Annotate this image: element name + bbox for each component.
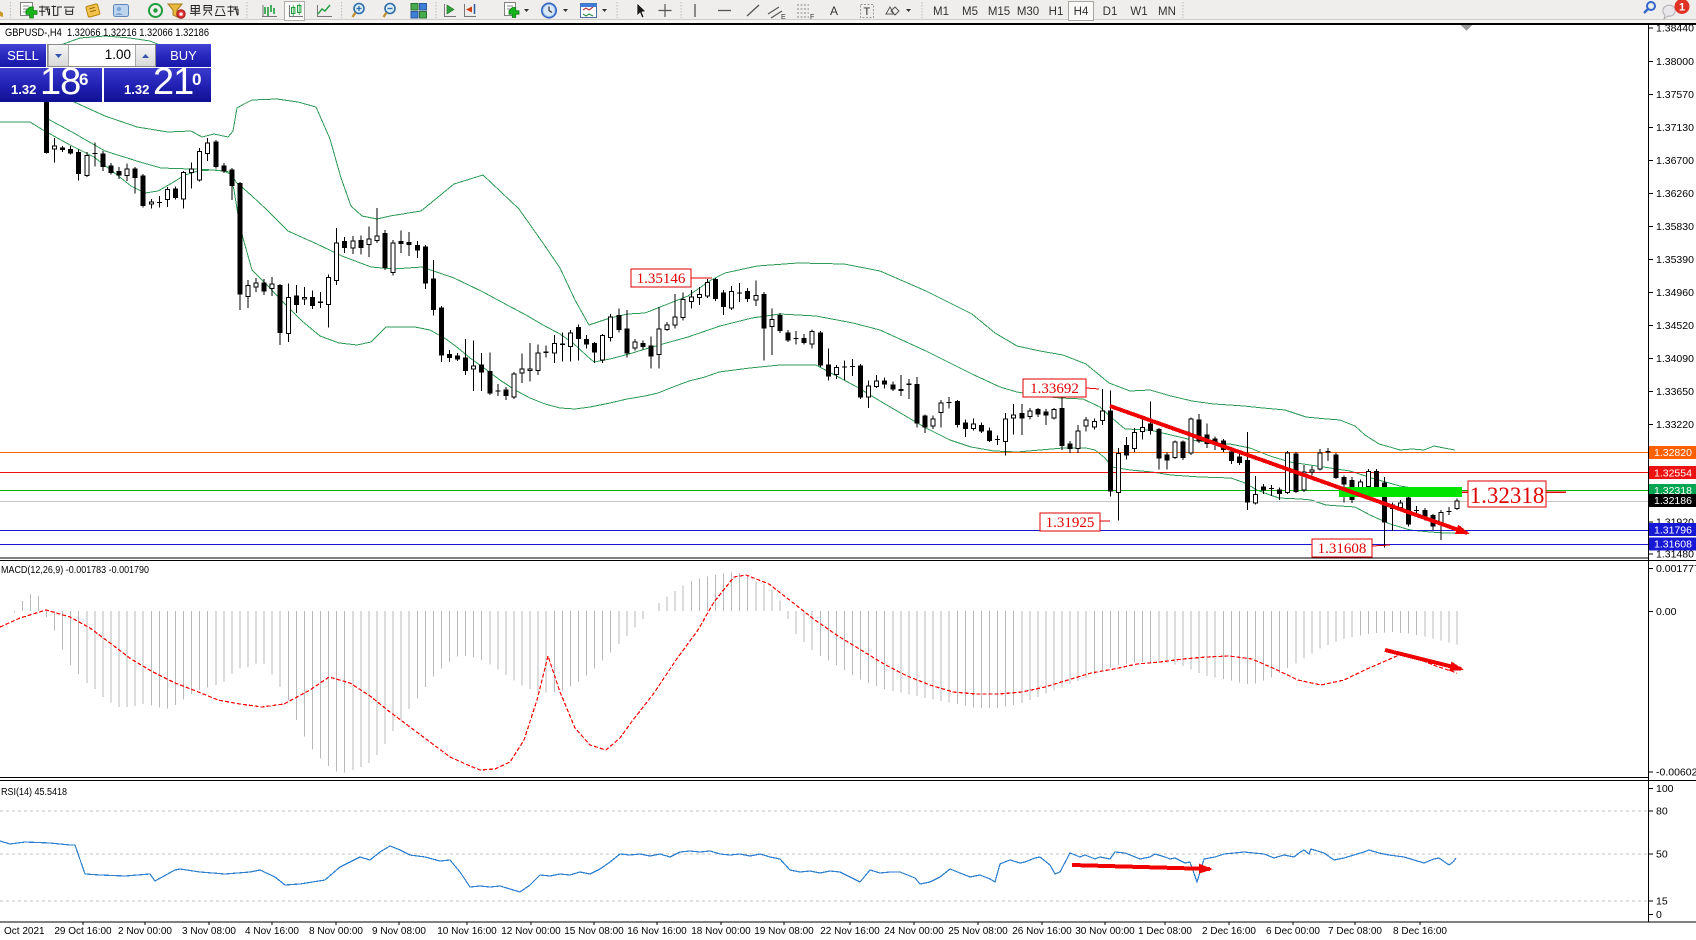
svg-text:-0.00602: -0.00602 xyxy=(1656,767,1696,779)
svg-text:1.38000: 1.38000 xyxy=(1656,56,1694,68)
svg-text:1.36260: 1.36260 xyxy=(1656,188,1694,200)
svg-text:1.32820: 1.32820 xyxy=(1654,447,1692,459)
svg-text:MACD(12,26,9) -0.001783 -0.001: MACD(12,26,9) -0.001783 -0.001790 xyxy=(1,565,149,576)
svg-text:19 Nov 08:00: 19 Nov 08:00 xyxy=(754,926,814,937)
svg-text:1.32554: 1.32554 xyxy=(1654,467,1692,479)
svg-text:1.31796: 1.31796 xyxy=(1654,525,1692,537)
svg-text:0.001777: 0.001777 xyxy=(1656,563,1696,575)
svg-text:RSI(14) 45.5418: RSI(14) 45.5418 xyxy=(1,787,67,798)
svg-text:22 Nov 16:00: 22 Nov 16:00 xyxy=(820,926,880,937)
svg-text:H1: H1 xyxy=(1049,6,1064,18)
svg-text:1.34960: 1.34960 xyxy=(1656,287,1694,299)
svg-text:Oct 2021: Oct 2021 xyxy=(4,926,45,937)
svg-text:E: E xyxy=(781,14,786,21)
svg-text:1.31480: 1.31480 xyxy=(1656,548,1694,560)
svg-text:8 Dec 16:00: 8 Dec 16:00 xyxy=(1393,926,1447,937)
svg-text:1.31608: 1.31608 xyxy=(1654,539,1692,551)
svg-text:M30: M30 xyxy=(1017,6,1039,18)
svg-text:1.37130: 1.37130 xyxy=(1656,122,1694,134)
svg-text:4 Nov 16:00: 4 Nov 16:00 xyxy=(245,926,299,937)
svg-text:1: 1 xyxy=(1679,2,1685,14)
svg-text:1.33220: 1.33220 xyxy=(1656,419,1694,431)
svg-text:1.31608: 1.31608 xyxy=(1318,541,1367,557)
svg-text:80: 80 xyxy=(1656,806,1668,818)
svg-text:100: 100 xyxy=(1656,783,1674,795)
svg-text:F: F xyxy=(810,14,814,21)
svg-text:1 Dec 08:00: 1 Dec 08:00 xyxy=(1138,926,1192,937)
svg-text:15 Nov 08:00: 15 Nov 08:00 xyxy=(564,926,624,937)
svg-text:50: 50 xyxy=(1656,848,1668,860)
svg-text:30 Nov 00:00: 30 Nov 00:00 xyxy=(1075,926,1135,937)
svg-text:1.31925: 1.31925 xyxy=(1046,515,1095,531)
svg-text:2 Nov 00:00: 2 Nov 00:00 xyxy=(118,926,172,937)
svg-text:MN: MN xyxy=(1158,6,1176,18)
svg-text:16 Nov 16:00: 16 Nov 16:00 xyxy=(627,926,687,937)
svg-text:M5: M5 xyxy=(962,6,978,18)
svg-text:1.36700: 1.36700 xyxy=(1656,155,1694,167)
svg-text:1.35390: 1.35390 xyxy=(1656,254,1694,266)
svg-text:12 Nov 00:00: 12 Nov 00:00 xyxy=(501,926,561,937)
svg-text:GBPUSD-,H4 1.32066 1.32216 1.: GBPUSD-,H4 1.32066 1.32216 1.32066 1.321… xyxy=(5,27,209,39)
svg-text:D1: D1 xyxy=(1103,6,1118,18)
svg-text:M15: M15 xyxy=(988,6,1010,18)
svg-text:1.34090: 1.34090 xyxy=(1656,353,1694,365)
svg-text:25 Nov 08:00: 25 Nov 08:00 xyxy=(948,926,1008,937)
svg-text:1.33650: 1.33650 xyxy=(1656,386,1694,398)
svg-text:8 Nov 00:00: 8 Nov 00:00 xyxy=(309,926,363,937)
svg-text:1.32318: 1.32318 xyxy=(1470,483,1545,508)
svg-text:1.32186: 1.32186 xyxy=(1654,495,1692,507)
svg-text:1.38440: 1.38440 xyxy=(1656,23,1694,35)
svg-text:24 Nov 00:00: 24 Nov 00:00 xyxy=(884,926,944,937)
svg-text:1.37570: 1.37570 xyxy=(1656,89,1694,101)
svg-text:18 Nov 00:00: 18 Nov 00:00 xyxy=(691,926,751,937)
svg-text:M1: M1 xyxy=(933,6,949,18)
svg-text:3 Nov 08:00: 3 Nov 08:00 xyxy=(182,926,236,937)
svg-text:7 Dec 08:00: 7 Dec 08:00 xyxy=(1328,926,1382,937)
svg-text:A: A xyxy=(830,4,838,18)
svg-text:1.35146: 1.35146 xyxy=(637,271,686,287)
svg-text:0: 0 xyxy=(1656,909,1662,921)
svg-text:W1: W1 xyxy=(1130,6,1147,18)
svg-text:T: T xyxy=(864,6,871,18)
svg-text:9 Nov 08:00: 9 Nov 08:00 xyxy=(372,926,426,937)
svg-text:26 Nov 16:00: 26 Nov 16:00 xyxy=(1012,926,1072,937)
svg-text:15: 15 xyxy=(1656,896,1668,908)
svg-text:1.33692: 1.33692 xyxy=(1030,381,1079,397)
svg-text:1.34520: 1.34520 xyxy=(1656,320,1694,332)
svg-text:1.35830: 1.35830 xyxy=(1656,221,1694,233)
svg-text:H4: H4 xyxy=(1074,6,1089,18)
svg-text:10 Nov 16:00: 10 Nov 16:00 xyxy=(437,926,497,937)
svg-text:2 Dec 16:00: 2 Dec 16:00 xyxy=(1202,926,1256,937)
svg-text:6 Dec 00:00: 6 Dec 00:00 xyxy=(1266,926,1320,937)
svg-text:29 Oct 16:00: 29 Oct 16:00 xyxy=(54,926,112,937)
svg-text:0.00: 0.00 xyxy=(1656,606,1677,618)
